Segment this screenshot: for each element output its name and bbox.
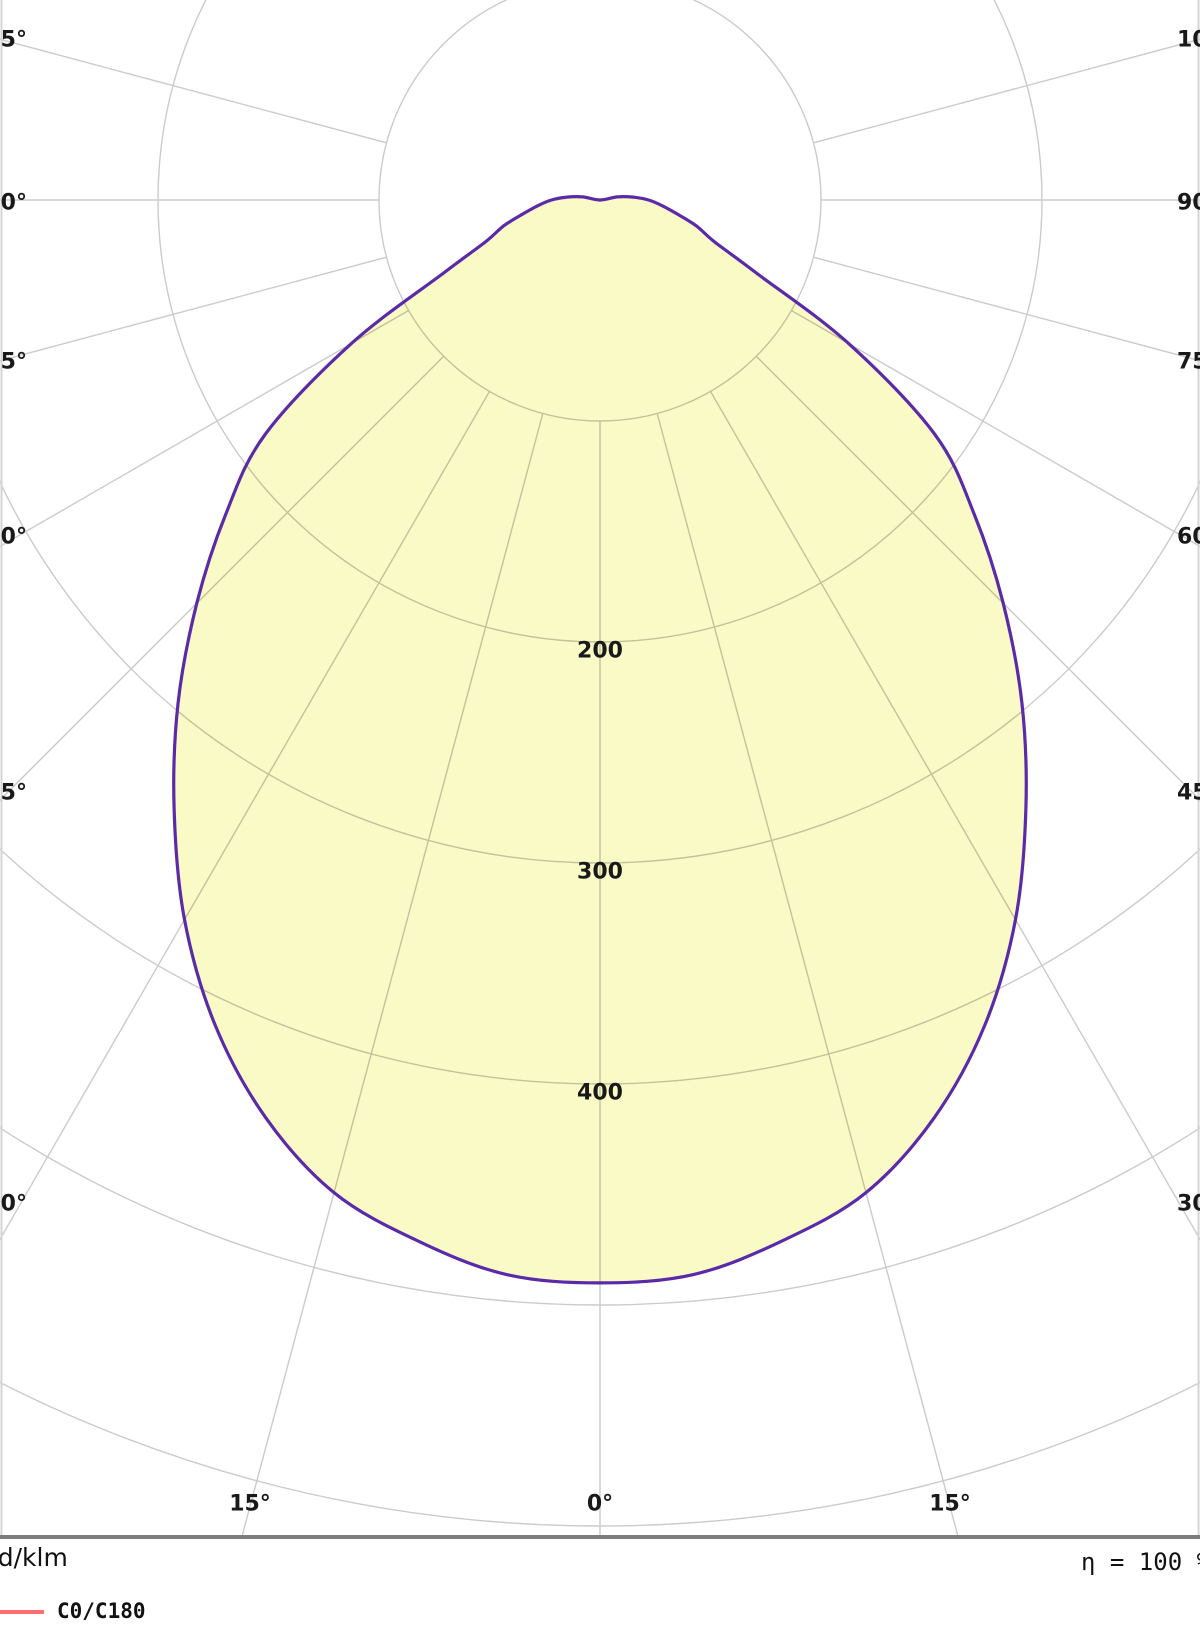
grid-radial-line	[813, 256, 1200, 362]
angle-tick-label-right: 105°	[1177, 28, 1200, 53]
grid-radial-line	[173, 391, 491, 1283]
angle-tick-label: 15°	[229, 1492, 271, 1517]
angle-tick-label-right: 30°	[1177, 1192, 1200, 1217]
ring-value-label: 300	[577, 860, 623, 885]
angle-tick-label-left: 30°	[0, 1192, 27, 1217]
chart-footer-divider	[0, 1535, 1200, 1539]
angle-tick-label-left: 90°	[0, 191, 27, 216]
ring-value-label: 400	[577, 1081, 623, 1106]
angle-tick-label-left: 45°	[0, 781, 27, 806]
angle-tick-label-right: 90°	[1177, 191, 1200, 216]
legend-label-c0c180: C0/C180	[57, 1599, 146, 1623]
units-label: cd/klm	[0, 1543, 68, 1572]
angle-tick-label: 15°	[929, 1492, 971, 1517]
ring-value-label: 200	[577, 639, 623, 664]
intensity-curve-c0c180	[172, 195, 1028, 1285]
grid-radial-line	[755, 355, 1027, 1283]
angle-tick-label-left: 75°	[0, 350, 27, 375]
legend-line-c0c180-icon	[0, 1610, 44, 1614]
grid-radial-line	[791, 309, 1200, 548]
angle-tick-label-left: 105°	[0, 28, 27, 53]
grid-radial-line	[0, 0, 387, 143]
grid-radial-line	[0, 309, 409, 548]
angle-tick-label-right: 75°	[1177, 350, 1200, 375]
grid-radial-line	[0, 256, 387, 362]
polar-chart-canvas: 200 300 400 0° 15° 15° 30° 30° 45° 45° 60° 60° 75° 75…	[0, 0, 1200, 1537]
angle-tick-label: 0°	[587, 1492, 613, 1517]
grid-radial-line	[709, 391, 1027, 1283]
grid-radial-line	[173, 355, 445, 1283]
grid-radial-line	[813, 38, 1200, 144]
angle-tick-label-right: 60°	[1177, 525, 1200, 550]
efficiency-value: η = 100 %	[1081, 1548, 1200, 1576]
legend: C0/C180	[0, 1594, 400, 1634]
grid-radial-line	[0, 38, 387, 144]
angle-tick-label-left: 60°	[0, 525, 27, 550]
angle-tick-label-right: 45°	[1177, 781, 1200, 806]
grid-radial-line	[814, 0, 1200, 143]
